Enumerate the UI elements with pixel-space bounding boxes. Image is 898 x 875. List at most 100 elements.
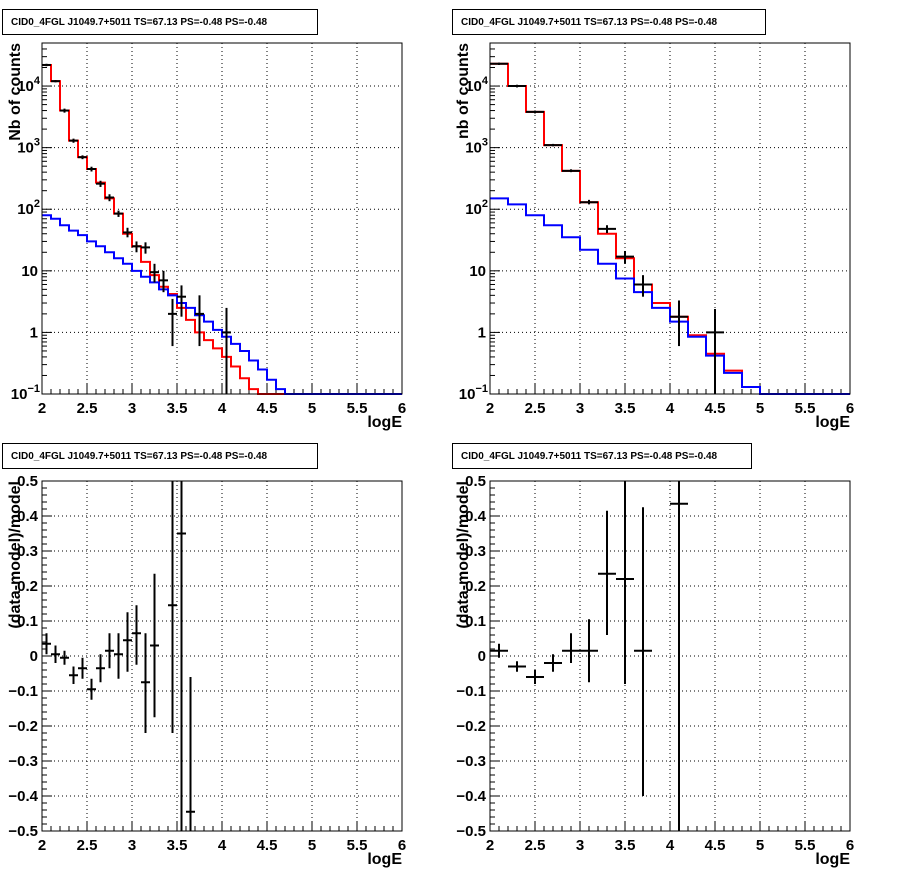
data-point — [123, 612, 132, 672]
y-tick-label: 104 — [465, 75, 489, 95]
data-point — [616, 250, 634, 264]
y-tick-label: −0.5 — [8, 823, 38, 840]
y-axis-label: (data-model)/model — [455, 481, 472, 629]
data-point — [526, 670, 544, 684]
y-tick-label: 10 — [469, 263, 486, 280]
chart-panel-1: 2 2.5 3 3.5 4 4.5 5 5.5 6 10−1 1 10 102 103 104 logE Nb … — [7, 42, 406, 431]
x-tick-label: 3 — [128, 837, 136, 854]
plot-frame — [41, 42, 403, 395]
y-tick-label: 102 — [465, 198, 488, 218]
y-tick-label: −0.2 — [8, 718, 38, 735]
data-point — [132, 241, 141, 253]
x-tick-label: 5 — [756, 400, 764, 417]
y-axis-label: (data-model)/model — [7, 481, 24, 629]
data-point — [544, 654, 562, 672]
chart-title: CID0_4FGL J1049.7+5011 TS=67.13 PS=-0.48… — [2, 443, 318, 469]
x-tick-label: 6 — [846, 837, 854, 854]
chart-panel-3: 2 2.5 3 3.5 4 4.5 5 5.5 6 −0.5 −0.4 −0.3 −0.2 −0.1 0 0.… — [7, 473, 406, 868]
y-tick-label: 104 — [17, 75, 41, 95]
y-tick-label: −0.3 — [8, 753, 38, 770]
x-tick-label: 2 — [486, 837, 494, 854]
x-axis-label: logE — [367, 414, 402, 431]
x-tick-label: 4.5 — [257, 400, 278, 417]
x-tick-label: 4.5 — [257, 837, 278, 854]
x-tick-label: 2.5 — [525, 837, 546, 854]
x-tick-label: 3.5 — [167, 837, 188, 854]
y-tick-label: 10−1 — [459, 383, 488, 403]
x-axis-label: logE — [815, 851, 850, 868]
data-point — [508, 661, 526, 672]
series-line-model-component — [490, 197, 850, 395]
plot-frame — [489, 42, 851, 395]
x-axis-label: logE — [367, 851, 402, 868]
x-tick-label: 3.5 — [167, 400, 188, 417]
chart-panel-2: 2 2.5 3 3.5 4 4.5 5 5.5 6 10−1 1 10 102 103 104 logE nb … — [455, 42, 854, 431]
data-point — [177, 481, 186, 831]
data-point — [580, 619, 598, 683]
y-tick-label: −0.1 — [8, 683, 38, 700]
plot-frame — [41, 480, 403, 832]
plot-frame — [489, 480, 851, 832]
y-tick-label: 0.5 — [17, 473, 38, 490]
data-point — [69, 666, 78, 684]
data-point — [706, 308, 724, 394]
data-point — [51, 645, 60, 663]
y-tick-label: 10 — [21, 263, 38, 280]
data-point — [96, 180, 105, 187]
data-point — [670, 481, 688, 831]
data-point — [580, 199, 598, 205]
x-tick-label: 6 — [846, 400, 854, 417]
data-point — [490, 62, 508, 65]
x-tick-label: 2.5 — [525, 400, 546, 417]
y-tick-label: 1 — [30, 324, 38, 341]
data-point — [60, 108, 69, 113]
y-tick-label: 0.5 — [465, 473, 486, 490]
y-axis-label: nb of counts — [455, 43, 472, 139]
data-point — [78, 657, 87, 679]
x-tick-label: 4 — [218, 400, 227, 417]
data-point — [222, 307, 231, 394]
chart-panel-4: 2 2.5 3 3.5 4 4.5 5 5.5 6 −0.5 −0.4 −0.3 −0.2 −0.1 0 0.… — [455, 473, 854, 868]
y-tick-label: −0.4 — [8, 788, 38, 805]
chart-title: CID0_4FGL J1049.7+5011 TS=67.13 PS=-0.48… — [2, 9, 318, 35]
data-point — [598, 225, 616, 234]
data-point — [598, 510, 616, 635]
chart-title: CID0_4FGL J1049.7+5011 TS=67.13 PS=-0.48… — [452, 9, 766, 35]
x-tick-label: 6 — [398, 400, 406, 417]
y-tick-label: 10−1 — [11, 383, 40, 403]
data-point — [526, 110, 544, 114]
y-tick-label: −0.3 — [456, 753, 486, 770]
data-point — [168, 298, 177, 347]
data-point — [60, 650, 69, 665]
y-tick-label: −0.4 — [456, 788, 486, 805]
y-tick-label: 0 — [30, 648, 38, 665]
y-tick-label: 0 — [478, 648, 486, 665]
x-tick-label: 5.5 — [347, 837, 368, 854]
x-tick-label: 3 — [576, 837, 584, 854]
data-point — [168, 481, 177, 733]
chart-title: CID0_4FGL J1049.7+5011 TS=67.13 PS=-0.48… — [452, 443, 752, 469]
data-point — [105, 194, 114, 202]
y-tick-label: 0.1 — [465, 613, 486, 630]
x-tick-label: 3 — [576, 400, 584, 417]
data-point — [69, 138, 78, 143]
data-point — [634, 507, 652, 796]
data-point — [508, 84, 526, 88]
x-tick-label: 5.5 — [795, 837, 816, 854]
data-point — [177, 285, 186, 317]
y-tick-label: −0.2 — [456, 718, 486, 735]
y-tick-label: 0.3 — [465, 543, 486, 560]
data-point — [141, 633, 150, 733]
x-tick-label: 5 — [308, 400, 316, 417]
y-tick-label: 0.1 — [17, 613, 38, 630]
data-point — [87, 166, 96, 172]
y-tick-label: 1 — [478, 324, 486, 341]
x-tick-label: 5.5 — [795, 400, 816, 417]
x-tick-label: 4 — [666, 400, 675, 417]
data-point — [114, 210, 123, 217]
data-point — [51, 80, 60, 83]
y-tick-label: 0.4 — [17, 508, 39, 525]
data-point — [150, 263, 159, 283]
data-point — [96, 654, 105, 683]
y-tick-label: 103 — [465, 137, 488, 157]
